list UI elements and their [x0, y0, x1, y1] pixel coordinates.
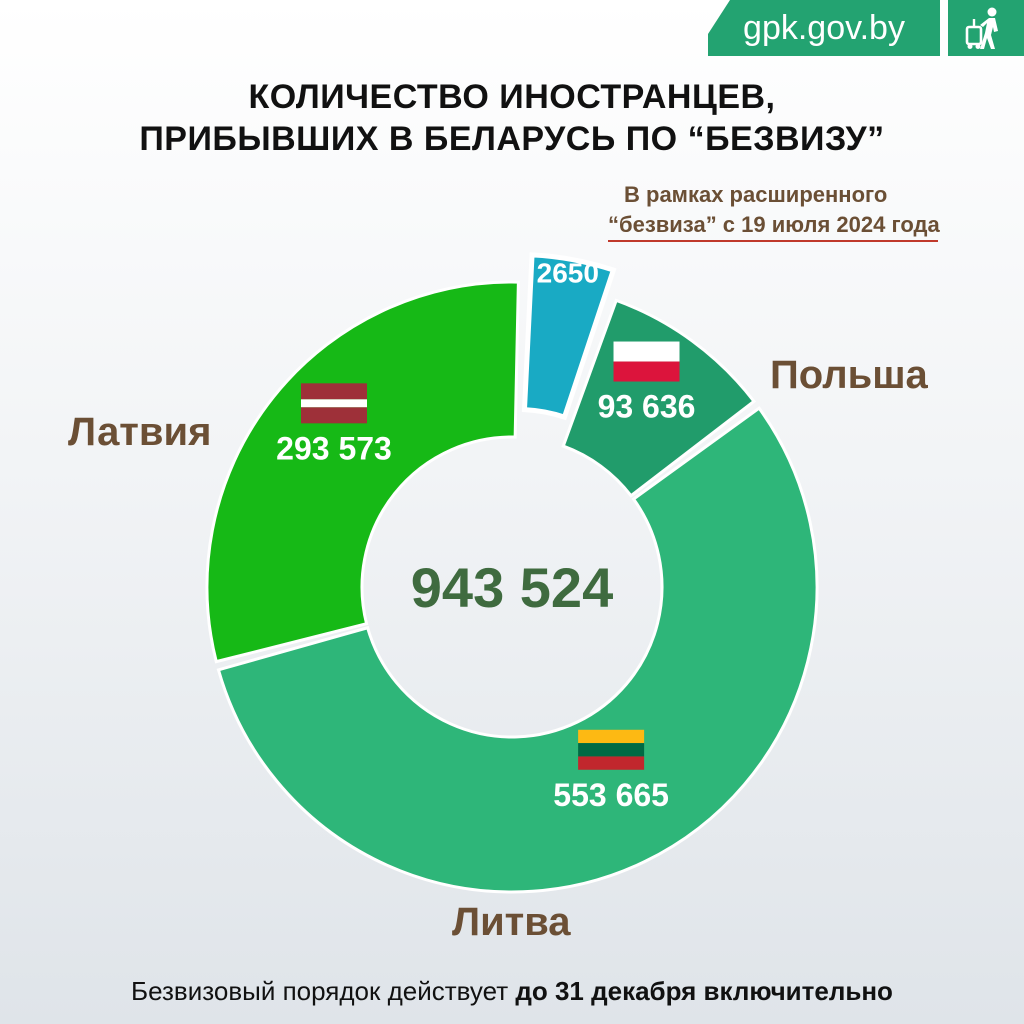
slice-poland [561, 298, 757, 498]
total-value: 943 524 [411, 556, 613, 619]
note-line-2: “безвиза” с 19 июля 2024 года [608, 212, 940, 237]
footer-bold-text: до 31 декабря включительно [515, 976, 893, 1006]
note-line-1: В рамках расширенного [624, 182, 888, 207]
site-url[interactable]: gpk.gov.by [743, 8, 905, 47]
title-line-2: ПРИБЫВШИХ В БЕЛАРУСЬ ПО “БЕЗВИЗУ” [139, 120, 885, 158]
country-label-lithuania: Литва [452, 900, 571, 944]
value-label-poland: 93 636 [598, 389, 696, 425]
flag-lithuania-icon [578, 729, 645, 770]
traveler-with-suitcase-icon [965, 7, 998, 49]
site-badge[interactable]: gpk.gov.by [708, 0, 940, 56]
extended-visa-note: В рамках расширенного “безвиза” с 19 июл… [608, 180, 1008, 240]
country-label-poland: Польша [770, 353, 928, 397]
flag-poland-icon [613, 341, 680, 382]
page-title: КОЛИЧЕСТВО ИНОСТРАНЦЕВ, ПРИБЫВШИХ В БЕЛА… [0, 76, 1024, 160]
slice-extended [521, 252, 617, 421]
value-label-lithuania: 553 665 [553, 777, 669, 813]
value-label-latvia: 293 573 [276, 430, 392, 466]
footer-regular-text: Безвизовый порядок действует [131, 976, 509, 1006]
logo-badge [948, 0, 1024, 56]
slice-lithuania [216, 406, 819, 894]
title-line-1: КОЛИЧЕСТВО ИНОСТРАНЦЕВ, [248, 78, 776, 116]
value-label-extended: 2650 [537, 258, 599, 289]
country-label-latvia: Латвия [68, 410, 212, 454]
footer-note: Безвизовый порядок действует до 31 декаб… [0, 976, 1024, 1007]
slice-latvia [205, 280, 520, 664]
flag-latvia-icon [301, 383, 368, 424]
note-underline [608, 240, 938, 242]
